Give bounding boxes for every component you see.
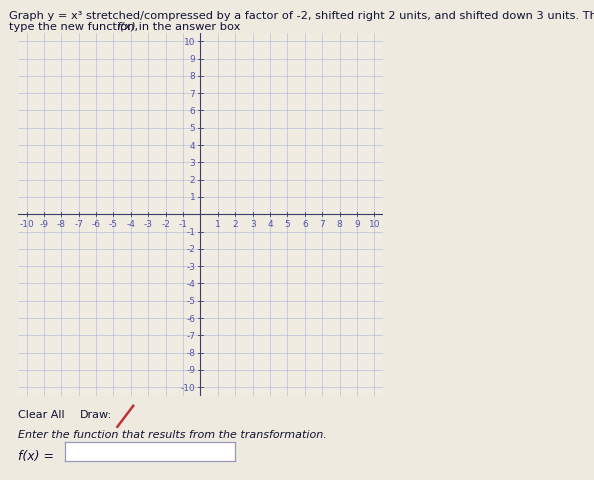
Text: 8: 8 bbox=[189, 72, 195, 81]
Text: -1: -1 bbox=[179, 219, 188, 228]
Text: -7: -7 bbox=[74, 219, 83, 228]
Text: 6: 6 bbox=[302, 219, 308, 228]
Text: 10: 10 bbox=[184, 38, 195, 47]
Text: 3: 3 bbox=[189, 158, 195, 168]
Text: -7: -7 bbox=[187, 331, 195, 340]
Text: 6: 6 bbox=[189, 107, 195, 116]
Text: -3: -3 bbox=[187, 262, 195, 271]
Text: in the answer box: in the answer box bbox=[135, 22, 241, 32]
Text: -6: -6 bbox=[91, 219, 100, 228]
Text: 9: 9 bbox=[354, 219, 360, 228]
Text: 7: 7 bbox=[320, 219, 325, 228]
Text: 2: 2 bbox=[189, 176, 195, 185]
Text: -10: -10 bbox=[19, 219, 34, 228]
Text: 5: 5 bbox=[285, 219, 290, 228]
Text: -5: -5 bbox=[187, 297, 195, 306]
Text: -9: -9 bbox=[39, 219, 49, 228]
Text: 1: 1 bbox=[189, 193, 195, 202]
Text: 1: 1 bbox=[215, 219, 221, 228]
Text: 9: 9 bbox=[189, 55, 195, 64]
Text: -5: -5 bbox=[109, 219, 118, 228]
Text: Draw:: Draw: bbox=[80, 409, 112, 419]
Text: Enter the function that results from the transformation.: Enter the function that results from the… bbox=[18, 430, 327, 440]
Text: f(x): f(x) bbox=[116, 22, 135, 32]
Text: Clear All: Clear All bbox=[18, 409, 64, 419]
Text: -9: -9 bbox=[187, 366, 195, 374]
Text: -8: -8 bbox=[187, 348, 195, 357]
Text: 2: 2 bbox=[232, 219, 238, 228]
Text: 4: 4 bbox=[267, 219, 273, 228]
Text: type the new function,: type the new function, bbox=[9, 22, 141, 32]
Text: -1: -1 bbox=[187, 228, 195, 237]
Text: -2: -2 bbox=[161, 219, 170, 228]
Text: -2: -2 bbox=[187, 245, 195, 254]
Text: 5: 5 bbox=[189, 124, 195, 133]
Text: 7: 7 bbox=[189, 89, 195, 98]
Text: -10: -10 bbox=[181, 383, 195, 392]
Text: Graph y = x³ stretched/compressed by a factor of -2, shifted right 2 units, and : Graph y = x³ stretched/compressed by a f… bbox=[9, 11, 594, 21]
Text: 8: 8 bbox=[337, 219, 343, 228]
Text: f(x) =: f(x) = bbox=[18, 449, 54, 462]
Text: 10: 10 bbox=[369, 219, 380, 228]
Text: -4: -4 bbox=[187, 279, 195, 288]
Text: 3: 3 bbox=[250, 219, 255, 228]
Text: 4: 4 bbox=[189, 141, 195, 150]
Text: -8: -8 bbox=[57, 219, 66, 228]
Text: -6: -6 bbox=[187, 314, 195, 323]
Text: -3: -3 bbox=[144, 219, 153, 228]
Text: -4: -4 bbox=[127, 219, 135, 228]
